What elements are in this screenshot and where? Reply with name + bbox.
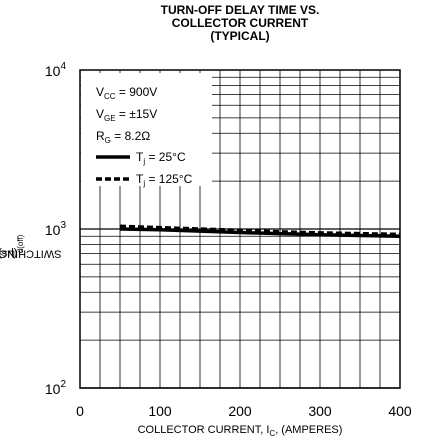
chart-title-line-2: COLLECTOR CURRENT <box>171 16 309 30</box>
x-tick-label: 0 <box>76 403 84 419</box>
y-tick-label: 102 <box>45 379 67 397</box>
legend-series-label: Tj = 25°C <box>136 150 186 166</box>
x-tick-label: 200 <box>228 403 252 419</box>
chart-subtitle: (TYPICAL) <box>210 29 270 43</box>
x-tick-label: 100 <box>148 403 172 419</box>
series-line <box>119 227 401 239</box>
legend-condition: RG = 8.2Ω <box>96 129 150 145</box>
y-tick-label: 103 <box>45 220 67 238</box>
legend-condition: VGE = ±15V <box>96 107 157 123</box>
legend-series-label: Tj = 125°C <box>136 172 193 188</box>
x-tick-label: 300 <box>308 403 332 419</box>
y-tick-label: 104 <box>45 61 67 79</box>
legend-box <box>81 73 212 186</box>
series-line <box>119 224 401 237</box>
x-axis-label: COLLECTOR CURRENT, IC, (AMPERES) <box>137 424 343 439</box>
x-tick-label: 400 <box>388 403 412 419</box>
legend-condition: VCC = 900V <box>96 85 157 101</box>
plot-border <box>79 69 401 389</box>
chart-title-line-1: TURN-OFF DELAY TIME VS. <box>160 3 320 17</box>
